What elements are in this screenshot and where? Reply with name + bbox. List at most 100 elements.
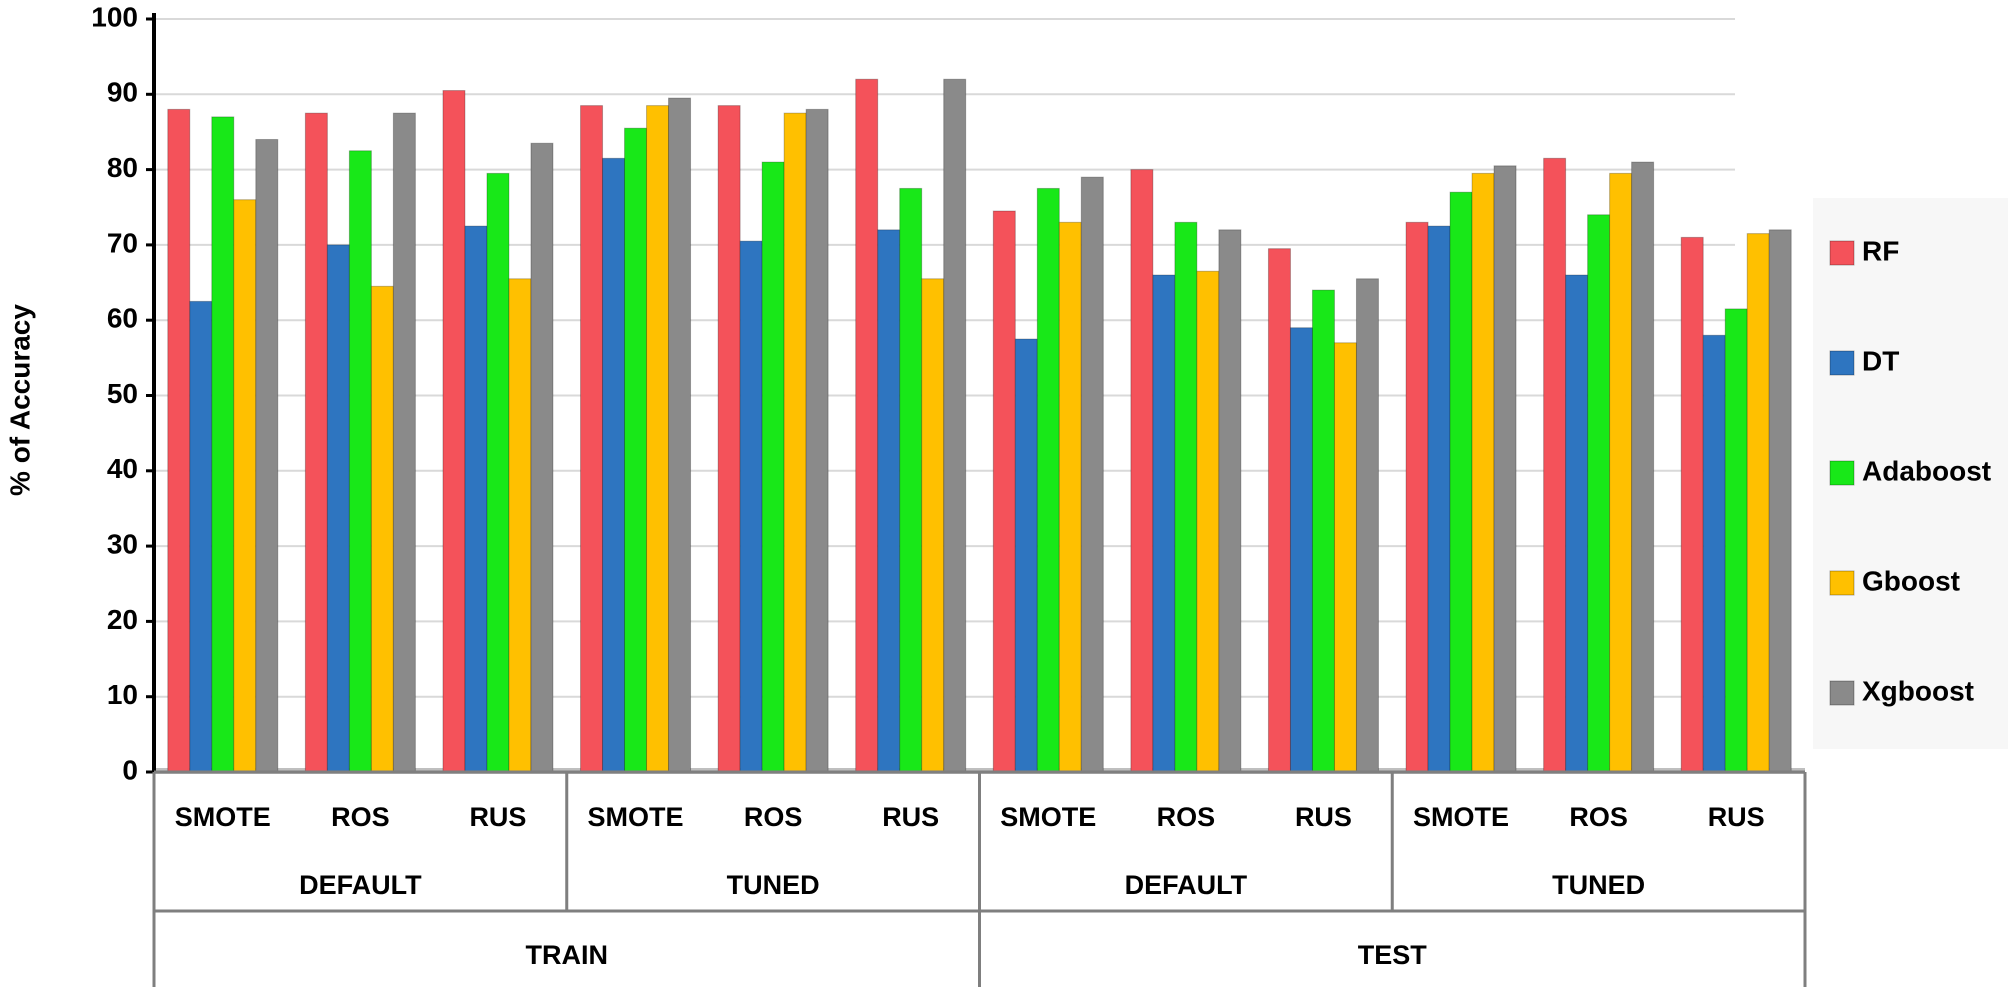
legend-label: Adaboost — [1862, 455, 1991, 486]
subgroup-label: TUNED — [1552, 870, 1645, 900]
legend-swatch — [1829, 570, 1855, 596]
group-label: TRAIN — [526, 940, 609, 970]
y-tick-label: 20 — [107, 604, 138, 635]
bar — [392, 112, 416, 773]
bar — [1174, 221, 1198, 773]
bar — [1427, 225, 1451, 773]
bar — [1543, 157, 1567, 773]
x-tick-label: RUS — [469, 802, 526, 832]
bar — [1609, 172, 1633, 773]
bar — [1196, 270, 1220, 773]
bar — [304, 112, 328, 773]
group-label: TEST — [1358, 940, 1428, 970]
bar — [1587, 214, 1611, 773]
bar — [668, 97, 692, 773]
y-axis-label: % of Accuracy — [4, 304, 35, 496]
bar — [233, 199, 257, 773]
bar — [1311, 289, 1335, 773]
bar — [899, 187, 923, 773]
legend-label: Gboost — [1862, 565, 1960, 596]
bar — [464, 225, 488, 773]
legend-swatch — [1829, 350, 1855, 376]
bar — [1702, 334, 1726, 773]
bar — [761, 161, 785, 773]
bar — [1058, 221, 1082, 773]
bar — [1014, 338, 1038, 773]
bar — [1631, 161, 1655, 773]
x-tick-label: SMOTE — [1000, 802, 1096, 832]
y-tick-label: 0 — [122, 754, 138, 785]
bar — [1449, 191, 1473, 773]
y-tick-label: 40 — [107, 453, 138, 484]
y-tick-label: 50 — [107, 378, 138, 409]
y-tick-label: 10 — [107, 679, 138, 710]
bar — [855, 78, 879, 773]
bar — [348, 150, 372, 773]
bar — [1405, 221, 1429, 773]
bar — [1724, 308, 1748, 773]
bar — [1746, 233, 1770, 773]
y-tick-label: 30 — [107, 528, 138, 559]
bar — [805, 108, 829, 773]
bar — [1218, 229, 1242, 773]
subgroup-label: DEFAULT — [299, 870, 422, 900]
bar — [442, 90, 466, 773]
bar — [602, 157, 626, 773]
bar — [211, 116, 235, 773]
subgroup-label: DEFAULT — [1125, 870, 1248, 900]
bar — [783, 112, 807, 773]
legend-label: Xgboost — [1862, 675, 1974, 706]
y-tick-label: 70 — [107, 227, 138, 258]
bar — [1267, 248, 1291, 773]
bar — [1768, 229, 1792, 773]
bar — [624, 127, 648, 773]
x-tick-label: ROS — [1569, 802, 1628, 832]
bar — [167, 108, 191, 773]
legend-label: RF — [1862, 235, 1899, 266]
bar — [1130, 169, 1154, 773]
bar — [486, 172, 510, 773]
x-tick-label: RUS — [882, 802, 939, 832]
y-tick-label: 60 — [107, 303, 138, 334]
bar — [1289, 327, 1313, 773]
bar — [1680, 236, 1704, 773]
bar — [1493, 165, 1517, 773]
bar — [580, 105, 604, 773]
x-tick-label: ROS — [1157, 802, 1216, 832]
legend-swatch — [1829, 240, 1855, 266]
y-tick-label: 90 — [107, 77, 138, 108]
bar — [877, 229, 901, 773]
bar — [189, 300, 213, 773]
x-tick-label: SMOTE — [175, 802, 271, 832]
bar — [717, 105, 741, 773]
bar — [530, 142, 554, 773]
legend-swatch — [1829, 460, 1855, 486]
x-tick-label: SMOTE — [1413, 802, 1509, 832]
bar — [1080, 176, 1104, 773]
legend-swatch — [1829, 680, 1855, 706]
bar — [1152, 274, 1176, 773]
bar — [508, 278, 532, 773]
bar — [739, 240, 763, 773]
bar — [992, 210, 1016, 773]
x-tick-label: ROS — [331, 802, 390, 832]
x-tick-label: RUS — [1708, 802, 1765, 832]
bar — [1036, 187, 1060, 773]
bar — [1333, 342, 1357, 773]
x-tick-label: RUS — [1295, 802, 1352, 832]
bar — [370, 285, 394, 773]
bar — [921, 278, 945, 773]
x-tick-label: SMOTE — [588, 802, 684, 832]
legend-label: DT — [1862, 345, 1899, 376]
bar — [646, 105, 670, 773]
bar — [943, 78, 967, 773]
x-tick-label: ROS — [744, 802, 803, 832]
bar — [1565, 274, 1589, 773]
subgroup-label: TUNED — [727, 870, 820, 900]
bar — [1355, 278, 1379, 773]
bar — [255, 138, 279, 773]
bar — [326, 244, 350, 773]
y-tick-label: 100 — [91, 1, 138, 32]
y-tick-label: 80 — [107, 152, 138, 183]
